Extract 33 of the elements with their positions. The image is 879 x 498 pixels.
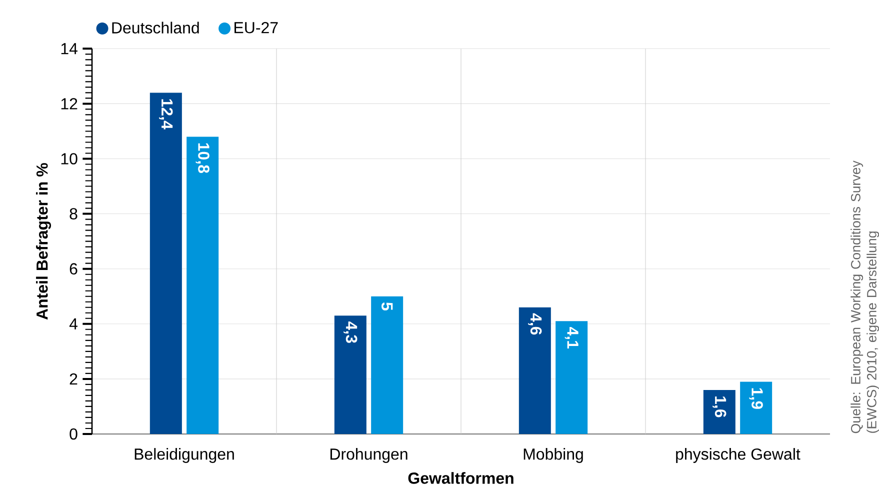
x-tick-label: physische Gewalt [676,448,800,463]
y-tick-label: 14 [61,43,78,54]
y-axis-title: Anteil Befragter in % [36,163,52,320]
y-tick-label: 12 [61,98,78,110]
y-tick-label: 10 [61,153,78,164]
x-axis-title: Gewaltformen [408,472,514,484]
bar [186,136,219,434]
y-tick-label: 0 [70,428,78,440]
y-tick-label: 4 [69,318,78,330]
data-label: 12,4 [159,99,173,130]
y-tick-label: 8 [70,208,78,220]
x-tick-label: Mobbing [524,448,583,463]
y-tick-label: 2 [70,373,78,385]
legend-label: EU-27 [234,22,278,34]
y-tick-label: 6 [70,263,78,274]
x-tick-label: Drohungen [330,448,408,463]
bar [703,390,736,434]
bar [556,321,588,434]
data-label: 1,6 [712,396,726,418]
data-label: 4,1 [564,326,578,349]
legend-label: Deutschland [112,22,199,34]
source-note: Quelle: European Working Conditions Survey (EWCS) 2010, eigene Darstellung [850,160,879,434]
bar [334,316,366,434]
bar [150,92,182,434]
data-label: 5 [382,302,393,310]
x-tick-label: Beleidigungen [134,448,234,463]
data-label: 4,3 [344,321,358,343]
bar [740,382,772,434]
bar [371,296,404,434]
data-label: 10,8 [196,143,210,173]
data-label: 1,9 [749,388,763,409]
data-label: 4,6 [528,313,542,335]
bar [518,307,551,434]
